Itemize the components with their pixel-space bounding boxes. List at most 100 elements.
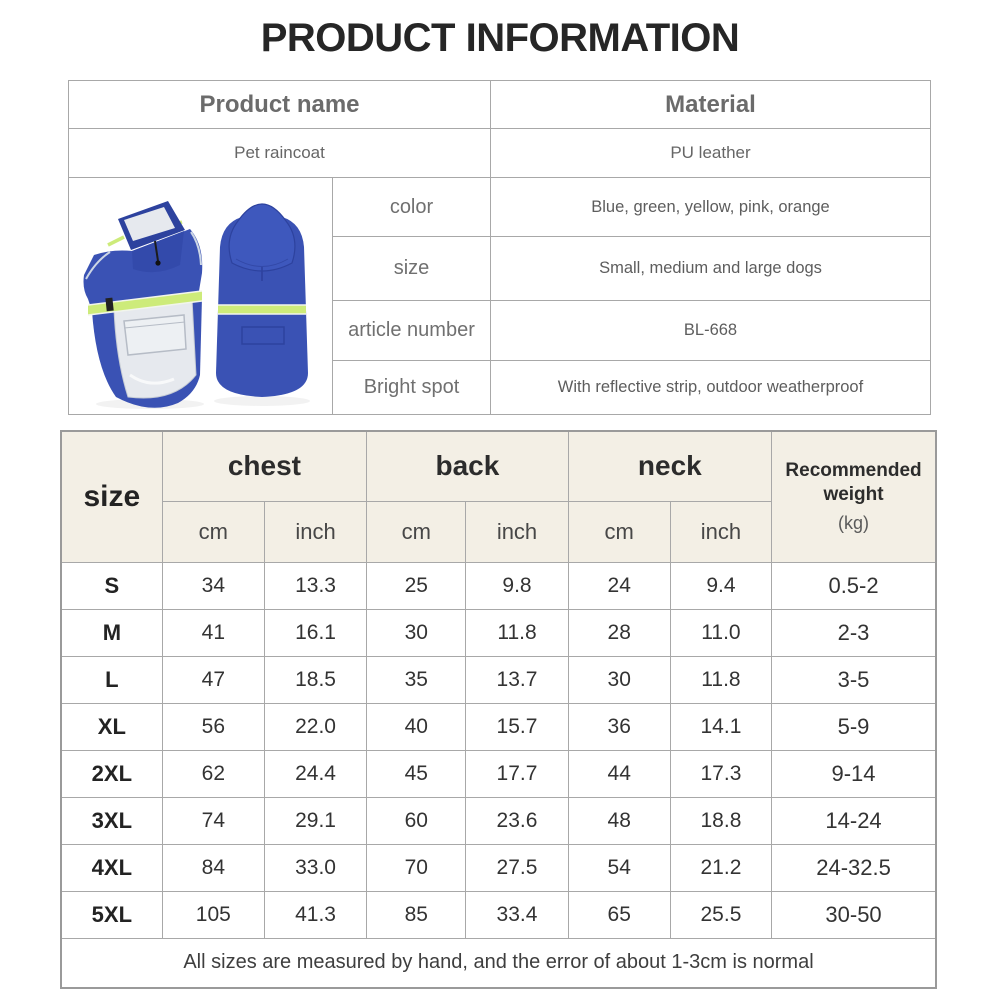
chest-inch: 29.1 [263, 796, 368, 845]
pet-raincoat-image [83, 200, 310, 409]
recommended-weight-label: Recommended weight [785, 459, 922, 505]
back-cm: 45 [366, 749, 467, 798]
material-value: PU leather [490, 128, 931, 178]
recommended-weight: 9-14 [771, 749, 937, 798]
material-header: Material [490, 80, 931, 129]
recommended-weight: 3-5 [771, 655, 937, 704]
size-chart-table: size chest back neck Recommended weight … [60, 430, 937, 989]
size-value: L [60, 655, 163, 704]
size-row-4xl: 4XL 84 33.0 70 27.5 54 21.2 24-32.5 [60, 843, 937, 892]
chest-inch: 33.0 [263, 843, 368, 892]
back-inch: 11.8 [465, 608, 569, 657]
back-inch: 15.7 [465, 702, 569, 751]
size-row-xl: XL 56 22.0 40 15.7 36 14.1 5-9 [60, 702, 937, 751]
chest-cm: 84 [161, 843, 265, 892]
neck-cm: 36 [567, 702, 671, 751]
size-row-2xl: 2XL 62 24.4 45 17.7 44 17.3 9-14 [60, 749, 937, 798]
back-cm: 30 [366, 608, 467, 657]
size-value: S [60, 561, 163, 610]
column-header-back: back [366, 430, 569, 502]
back-cm: 25 [366, 561, 467, 610]
recommended-weight: 2-3 [771, 608, 937, 657]
product-name-header: Product name [68, 80, 491, 129]
measurement-note: All sizes are measured by hand, and the … [60, 937, 937, 989]
size-value: 4XL [60, 843, 163, 892]
neck-cm: 44 [567, 749, 671, 798]
back-cm: 35 [366, 655, 467, 704]
chest-cm: 41 [161, 608, 265, 657]
chest-inch: 24.4 [263, 749, 368, 798]
size-value: 2XL [60, 749, 163, 798]
neck-cm: 65 [567, 890, 671, 939]
neck-inch: 17.3 [669, 749, 773, 798]
size-value: XL [60, 702, 163, 751]
neck-inch: 11.0 [669, 608, 773, 657]
product-image-cell [68, 177, 333, 415]
size-row-l: L 47 18.5 35 13.7 30 11.8 3-5 [60, 655, 937, 704]
size-row-5xl: 5XL 105 41.3 85 33.4 65 25.5 30-50 [60, 890, 937, 939]
size-value: Small, medium and large dogs [490, 236, 931, 301]
back-inch: 9.8 [465, 561, 569, 610]
column-header-neck: neck [567, 430, 773, 502]
measurement-note-row: All sizes are measured by hand, and the … [60, 937, 937, 989]
article-number-label: article number [332, 300, 491, 361]
chest-inch: 41.3 [263, 890, 368, 939]
neck-cm: 54 [567, 843, 671, 892]
back-inch-header: inch [465, 500, 569, 563]
neck-inch: 21.2 [669, 843, 773, 892]
recommended-weight: 30-50 [771, 890, 937, 939]
size-row-m: M 41 16.1 30 11.8 28 11.0 2-3 [60, 608, 937, 657]
back-inch: 27.5 [465, 843, 569, 892]
back-inch: 17.7 [465, 749, 569, 798]
back-inch: 33.4 [465, 890, 569, 939]
chest-cm-header: cm [161, 500, 265, 563]
chest-inch: 16.1 [263, 608, 368, 657]
chest-cm: 56 [161, 702, 265, 751]
chest-cm: 62 [161, 749, 265, 798]
chest-inch: 22.0 [263, 702, 368, 751]
neck-cm: 24 [567, 561, 671, 610]
back-inch: 23.6 [465, 796, 569, 845]
neck-inch: 14.1 [669, 702, 773, 751]
neck-inch-header: inch [669, 500, 773, 563]
recommended-weight-unit: (kg) [838, 513, 870, 534]
neck-cm-header: cm [567, 500, 671, 563]
size-label: size [332, 236, 491, 301]
back-inch: 13.7 [465, 655, 569, 704]
size-value: M [60, 608, 163, 657]
chest-inch-header: inch [263, 500, 368, 563]
column-header-recommended-weight: Recommended weight (kg) [771, 430, 937, 563]
recommended-weight: 14-24 [771, 796, 937, 845]
chest-cm: 34 [161, 561, 265, 610]
chest-inch: 18.5 [263, 655, 368, 704]
neck-inch: 18.8 [669, 796, 773, 845]
color-label: color [332, 177, 491, 237]
article-number-value: BL-668 [490, 300, 931, 361]
neck-cm: 30 [567, 655, 671, 704]
product-name-value: Pet raincoat [68, 128, 491, 178]
neck-cm: 48 [567, 796, 671, 845]
neck-inch: 11.8 [669, 655, 773, 704]
chest-cm: 74 [161, 796, 265, 845]
chest-cm: 105 [161, 890, 265, 939]
color-value: Blue, green, yellow, pink, orange [490, 177, 931, 237]
back-cm: 40 [366, 702, 467, 751]
size-value: 5XL [60, 890, 163, 939]
column-header-chest: chest [161, 430, 368, 502]
neck-inch: 25.5 [669, 890, 773, 939]
product-info-table: Product name Material Pet raincoat PU le… [68, 80, 931, 415]
page-title: PRODUCT INFORMATION [260, 16, 740, 60]
size-row-s: S 34 13.3 25 9.8 24 9.4 0.5-2 [60, 561, 937, 610]
size-value: 3XL [60, 796, 163, 845]
back-cm: 70 [366, 843, 467, 892]
back-cm-header: cm [366, 500, 467, 563]
bright-spot-value: With reflective strip, outdoor weatherpr… [490, 360, 931, 415]
neck-cm: 28 [567, 608, 671, 657]
bright-spot-label: Bright spot [332, 360, 491, 415]
chest-cm: 47 [161, 655, 265, 704]
chest-inch: 13.3 [263, 561, 368, 610]
neck-inch: 9.4 [669, 561, 773, 610]
recommended-weight: 0.5-2 [771, 561, 937, 610]
recommended-weight: 5-9 [771, 702, 937, 751]
back-cm: 85 [366, 890, 467, 939]
